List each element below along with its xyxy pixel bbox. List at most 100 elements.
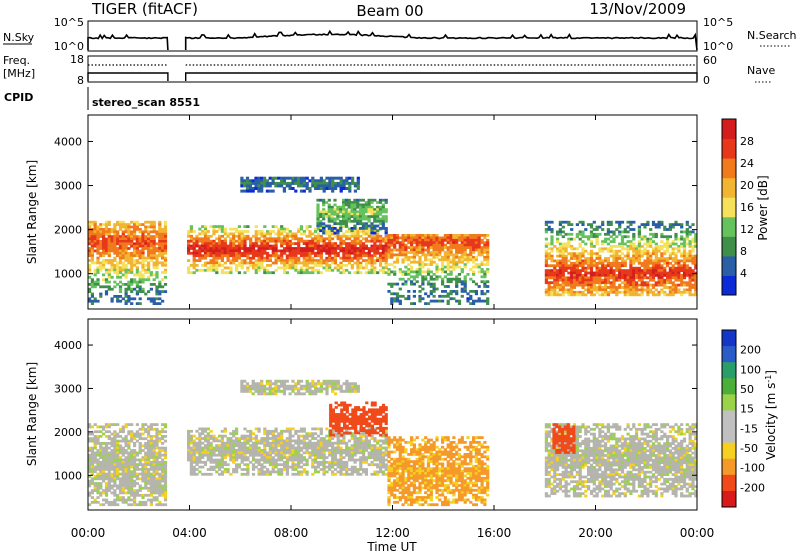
velocity-cell-0: [99, 491, 103, 495]
power-cell-4: [449, 280, 453, 284]
power-cell-0: [155, 247, 159, 250]
power-cell-5: [589, 225, 594, 229]
power-cell-5: [620, 242, 625, 246]
power-cell-4: [410, 243, 414, 247]
velocity-cell-0: [116, 423, 120, 426]
power-cell-5: [564, 220, 568, 224]
velocity-cell-0: [116, 458, 120, 462]
power-cell-5: [685, 252, 689, 256]
power-cell-1: [328, 264, 332, 267]
power-cell-0: [116, 237, 120, 241]
power-cell-3: [378, 198, 383, 202]
power-cell-5: [643, 269, 647, 272]
power-cell-5: [570, 276, 574, 280]
power-cell-0: [90, 232, 94, 236]
power-cell-0: [144, 240, 148, 243]
power-cell-1: [356, 271, 360, 275]
power-cell-5: [691, 223, 695, 226]
velocity-cell-0: [161, 446, 165, 450]
power-cell-5: [660, 245, 664, 248]
power-cell-5: [558, 232, 562, 236]
power-cell-5: [615, 286, 619, 289]
velocity-cell-0: [118, 484, 123, 488]
velocity-cell-0: [158, 482, 162, 485]
power-cell-3: [336, 222, 340, 226]
power-cell-4: [438, 251, 442, 254]
power-cell-5: [654, 269, 658, 272]
power-cell-5: [581, 259, 585, 263]
power-cell-3: [316, 222, 320, 226]
power-cell-1: [215, 225, 219, 228]
velocity-cell-0: [163, 468, 168, 471]
velocity-cell-1: [189, 463, 193, 467]
power-cell-5: [595, 290, 599, 294]
power-cell-0: [149, 235, 153, 238]
power-cell-4: [421, 280, 425, 284]
power-cell-5: [694, 276, 698, 280]
power-cell-5: [572, 283, 577, 287]
power-cell-1: [220, 249, 224, 253]
power-cell-5: [685, 288, 689, 292]
power-cell-1: [254, 251, 258, 255]
power-cell-0: [96, 235, 100, 238]
power-cell-5: [668, 225, 672, 229]
power-cell-4: [443, 251, 447, 254]
power-cell-1: [319, 261, 323, 265]
velocity-cell-1: [198, 458, 202, 462]
power-cell-2: [328, 187, 332, 190]
velocity-cell-0: [113, 444, 117, 448]
power-cell-1: [336, 244, 340, 248]
power-cell-2: [274, 181, 278, 185]
power-cell-5: [632, 252, 636, 256]
power-cell-3: [359, 215, 363, 218]
power-cell-2: [280, 184, 284, 188]
power-cell-1: [305, 239, 309, 243]
velocity-cell-0: [90, 456, 94, 459]
velocity-cell-1: [212, 458, 216, 462]
power-cell-5: [635, 281, 639, 285]
power-cell-0: [113, 237, 117, 241]
power-cell-1: [299, 232, 304, 236]
power-cell-2: [299, 179, 304, 183]
power-cell-2: [282, 176, 286, 180]
power-cell-5: [575, 276, 579, 280]
power-cell-5: [584, 288, 588, 292]
power-cell-2: [265, 189, 269, 193]
power-cell-0: [130, 254, 134, 258]
power-cell-0: [124, 230, 128, 234]
velocity-cell-0: [113, 453, 117, 457]
power-cell-1: [232, 232, 236, 236]
velocity-cell-0: [155, 496, 159, 499]
power-cell-0: [113, 232, 117, 236]
power-cell-4: [429, 236, 433, 240]
power-cell-4: [443, 290, 447, 293]
velocity-cell-1: [237, 456, 241, 459]
power-cell-0: [135, 249, 139, 253]
velocity-cell-0: [163, 493, 168, 497]
power-cell-1: [319, 244, 323, 248]
velocity-cell-0: [144, 442, 148, 445]
power-cell-4: [480, 268, 484, 271]
power-cell-5: [671, 257, 675, 260]
velocity-cell-0: [93, 453, 97, 457]
velocity-cell-0: [121, 496, 125, 499]
power-cell-1: [353, 271, 357, 275]
power-cell-5: [635, 290, 639, 294]
power-cell-3: [373, 208, 377, 211]
power-cell-1: [192, 264, 196, 267]
power-cell-2: [319, 181, 323, 185]
power-cell-1: [305, 234, 309, 238]
power-cell-4: [393, 243, 397, 247]
power-cell-1: [268, 232, 272, 236]
power-cell-5: [663, 228, 667, 231]
power-cell-5: [601, 223, 605, 226]
velocity-cell-0: [149, 435, 153, 438]
power-cell-1: [277, 254, 281, 258]
power-cell-4: [441, 241, 445, 245]
power-cell-5: [671, 225, 675, 229]
power-cell-1: [243, 271, 247, 275]
power-cell-4: [412, 258, 416, 262]
velocity-cell-0: [130, 486, 134, 490]
power-cell-3: [344, 215, 348, 218]
power-cell-1: [305, 266, 309, 270]
